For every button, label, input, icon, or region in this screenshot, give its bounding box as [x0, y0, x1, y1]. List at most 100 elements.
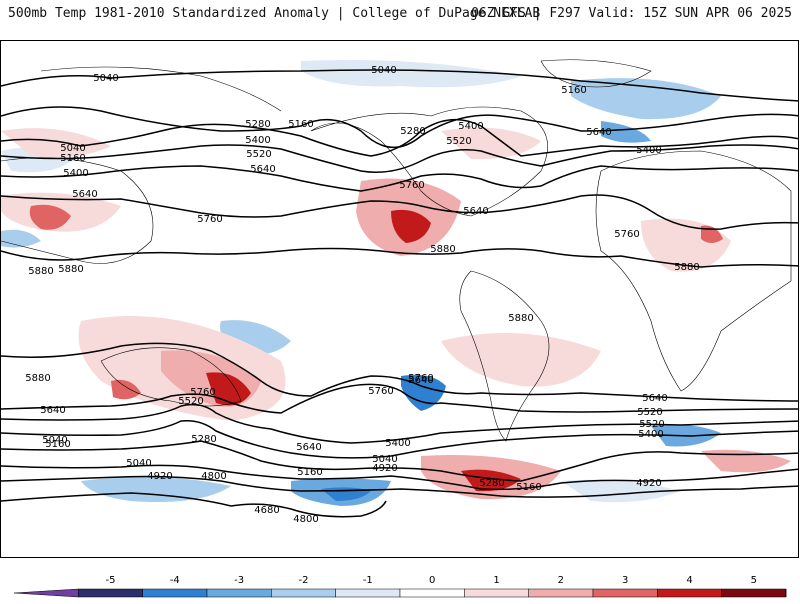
contour-label: 5040: [42, 435, 67, 446]
contour-label: 5160: [288, 119, 313, 130]
colorbar-low-extend: [13, 588, 79, 598]
colorbar-swatch: [657, 588, 722, 598]
contour-line: [1, 403, 798, 444]
colorbar-swatch: [592, 588, 658, 598]
positive-anomaly-patch: [1, 128, 111, 158]
contour-label: 5760: [399, 180, 424, 191]
positive-anomaly-patch: [701, 225, 723, 243]
contour-label: 5400: [638, 429, 663, 440]
contour-label: 5040: [371, 65, 396, 76]
contour-label: 5760: [614, 229, 639, 240]
colorbar-swatch: [142, 588, 208, 598]
contour-label: 5520: [637, 407, 662, 418]
colorbar-swatch: [78, 588, 143, 598]
contour-label: 5280: [245, 119, 270, 130]
negative-anomaly-patch: [301, 60, 521, 88]
contour-line: [1, 419, 798, 459]
negative-anomaly-patch: [571, 78, 721, 120]
height-contours: [1, 69, 798, 518]
colorbar-swatch: [528, 588, 594, 598]
negative-anomaly-patch: [601, 121, 651, 143]
contour-label: 5520: [246, 149, 271, 160]
contour-label: 5280: [479, 478, 504, 489]
colorbar-swatch: [206, 588, 272, 598]
positive-anomaly-patch: [461, 469, 521, 492]
colorbar-tick-label: 5: [751, 575, 757, 586]
chart-title: 500mb Temp 1981-2010 Standardized Anomal…: [8, 6, 541, 21]
contour-label: 5880: [58, 264, 83, 275]
contour-line: [230, 500, 387, 518]
contour-label: 5400: [245, 135, 270, 146]
contour-label: 5640: [586, 127, 611, 138]
colorbar-tick-label: 4: [686, 575, 692, 586]
contour-label: 5640: [408, 375, 433, 386]
contour-label: 5400: [385, 438, 410, 449]
header: 500mb Temp 1981-2010 Standardized Anomal…: [0, 0, 800, 26]
contour-label: 4680: [254, 505, 279, 516]
colorbar-swatch: [399, 588, 465, 598]
contour-label: 5520: [446, 136, 471, 147]
colorbar-tick-label: -1: [363, 575, 373, 586]
positive-anomaly-patch: [29, 204, 71, 230]
colorbar-swatch: [335, 588, 401, 598]
contour-line: [1, 342, 798, 402]
contour-label: 5400: [636, 145, 661, 156]
contour-line: [1, 144, 798, 173]
contour-label: 4800: [293, 514, 318, 525]
colorbar-scale: -5 -4 -3 -2 -1 0 1 2 3 4 5: [13, 575, 787, 598]
contour-line: [1, 440, 798, 482]
contour-label: 5640: [296, 442, 321, 453]
contour-label: 5760: [368, 386, 393, 397]
colorbar-swatch: [464, 588, 529, 598]
colorbar-tick-label: 3: [622, 575, 628, 586]
contour-label: 4800: [201, 471, 226, 482]
contour-label: 5400: [63, 168, 88, 179]
colorbar-tick-label: 0: [429, 575, 435, 586]
contour-label: 5640: [250, 164, 275, 175]
positive-anomaly-patch: [701, 449, 791, 473]
contour-label: 5760: [190, 387, 215, 398]
contour-label: 5160: [297, 467, 322, 478]
contour-label: 5880: [430, 244, 455, 255]
contour-label: 5640: [72, 189, 97, 200]
contour-label: 5880: [674, 262, 699, 273]
contour-label: 5160: [60, 153, 85, 164]
colorbar-tick-label: -2: [299, 575, 309, 586]
positive-anomaly-patch: [441, 127, 541, 160]
contour-label: 5520: [178, 396, 203, 407]
colorbar-tick-label: -3: [234, 575, 244, 586]
anomaly-shading: [1, 60, 791, 506]
contour-label: 5040: [60, 143, 85, 154]
contour-label: 5160: [45, 439, 70, 450]
contour-label: 5880: [508, 313, 533, 324]
negative-anomaly-patch: [81, 477, 231, 502]
contour-label: 5760: [408, 373, 433, 384]
contour-line: [1, 165, 798, 192]
contour-line: [1, 475, 798, 498]
contour-line: [1, 118, 798, 157]
contour-line: [1, 247, 798, 268]
contour-label: 4920: [372, 463, 397, 474]
contour-line: [1, 69, 798, 102]
contour-label: 5280: [400, 126, 425, 137]
colorbar-tick-label: -4: [170, 575, 180, 586]
contour-label: 5640: [463, 206, 488, 217]
model-run-info: 06Z GFS | F297 Valid: 15Z SUN APR 06 202…: [471, 6, 792, 21]
negative-anomaly-patch: [1, 229, 41, 248]
contour-label: 5040: [93, 73, 118, 84]
contour-label: 4920: [636, 478, 661, 489]
colorbar-tick-label: -5: [106, 575, 116, 586]
colorbar-tick-label: 2: [558, 575, 564, 586]
contour-line: [1, 194, 798, 230]
contour-label: 5160: [561, 85, 586, 96]
colorbar: -5 -4 -3 -2 -1 0 1 2 3 4 5: [0, 568, 800, 600]
contour-label: 5640: [40, 405, 65, 416]
contour-line: [1, 492, 232, 507]
contour-label: 5520: [639, 419, 664, 430]
contour-label: 5040: [372, 454, 397, 465]
colorbar-swatch: [271, 588, 336, 598]
colorbar-tick-label: 1: [493, 575, 499, 586]
positive-anomaly-patch: [391, 209, 431, 243]
